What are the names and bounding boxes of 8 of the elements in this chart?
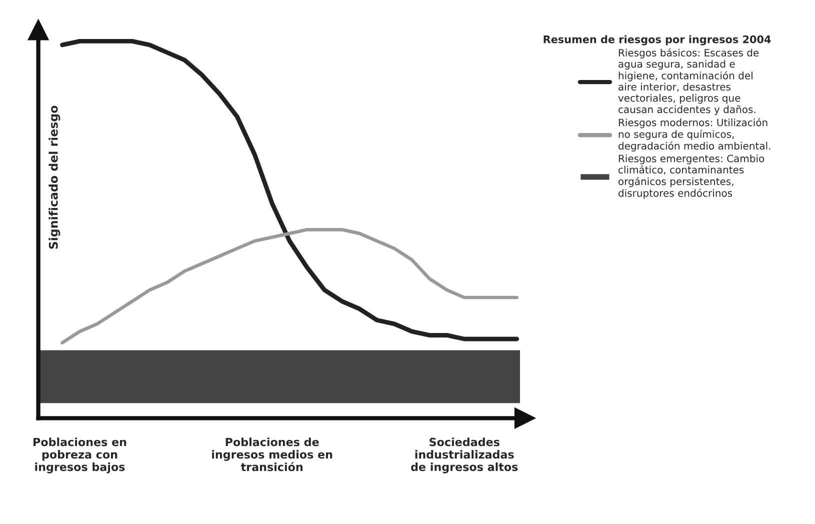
legend-title: Resumen de riesgos por ingresos 2004 <box>544 35 771 46</box>
legend-label: Riesgos emergentes: Cambio climático, contaminantes orgánicos persistentes, disruptores endócrinos <box>618 154 764 199</box>
legend-label: Riesgos básicos: Escases de agua segura, sanidad e higiene, contaminación del aire interior, desastres vectoriales, peligros que causan accidentes y daños. <box>618 48 759 116</box>
x-tick-label: Sociedades industrializadas de ingresos altos <box>411 438 518 474</box>
x-tick-label: Poblaciones en pobreza con ingresos bajos <box>34 438 126 474</box>
legend-label: Riesgos modernos: Utilización no segura de químicos, degradación medio ambiental. <box>618 118 770 152</box>
y-axis-title: Significado del riesgo <box>48 106 60 249</box>
x-tick-label: Poblaciones de ingresos medios en transición <box>212 438 332 472</box>
